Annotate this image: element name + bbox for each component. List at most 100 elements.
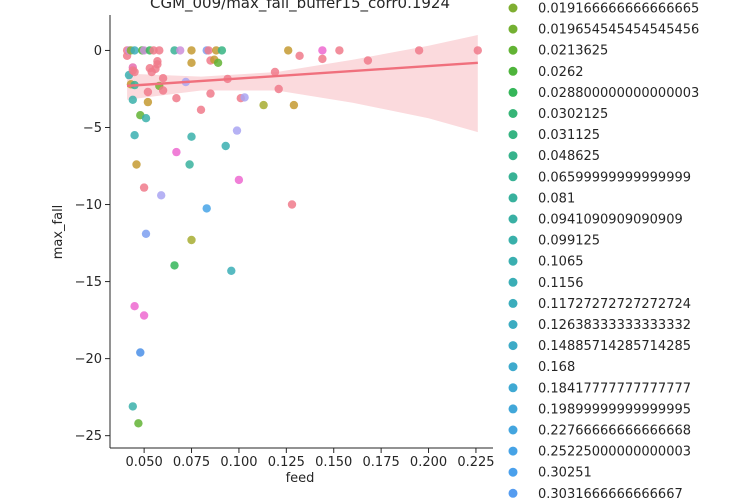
data-point: [289, 100, 299, 110]
legend-marker: [508, 425, 518, 435]
legend-label: 0.18417777777777777: [538, 381, 691, 396]
legend-label: 0.06599999999999999: [538, 170, 691, 185]
x-tick-label: 0.150: [315, 455, 352, 470]
legend-marker: [508, 298, 518, 308]
data-point: [172, 147, 181, 157]
legend-marker: [508, 109, 518, 118]
data-point: [134, 419, 143, 428]
data-point: [259, 100, 268, 110]
regression-line: [126, 61, 478, 88]
data-point: [158, 74, 168, 83]
y-tick-label: −15: [75, 275, 102, 290]
x-tick-label: 0.175: [363, 455, 400, 470]
legend-label: 0.0302125: [538, 107, 608, 122]
legend-marker: [508, 341, 518, 351]
y-tick-label: −10: [75, 198, 102, 213]
legend-marker: [508, 172, 518, 182]
legend-marker: [508, 3, 518, 13]
x-tick-label: 0.050: [126, 455, 163, 470]
legend-label: 0.11727272727272724: [538, 297, 691, 312]
legend-label: 0.19899999999999995: [538, 402, 691, 417]
data-point: [130, 67, 139, 77]
legend-marker: [508, 130, 518, 140]
legend-label: 0.019654545454545456: [538, 23, 699, 38]
legend-label: 0.0213625: [538, 44, 608, 59]
legend-label: 0.168: [538, 360, 575, 375]
y-tick-label: −5: [83, 121, 102, 136]
data-point: [202, 204, 211, 213]
x-tick-label: 0.125: [268, 455, 305, 470]
data-point: [295, 51, 304, 60]
data-point: [473, 46, 482, 55]
legend-marker: [508, 383, 518, 393]
regression-line-layer: [126, 61, 478, 88]
data-point: [274, 84, 283, 94]
data-point: [130, 46, 139, 55]
legend-label: 0.14885714285714285: [538, 339, 691, 354]
data-point: [270, 67, 280, 77]
data-point: [130, 131, 139, 140]
data-point: [284, 46, 293, 55]
chart-title: CGM_009/max_fall_buffer15_corr0.1924: [150, 0, 450, 13]
y-tick-label: −25: [75, 429, 102, 444]
y-tick-label: −20: [75, 352, 102, 367]
legend-label: 0.30251: [538, 466, 592, 481]
legend-label: 0.019166666666666665: [538, 2, 699, 17]
data-point: [196, 105, 206, 115]
data-point: [234, 175, 244, 185]
legend-label: 0.22766666666666668: [538, 424, 691, 439]
data-point: [141, 114, 151, 123]
data-point: [206, 89, 215, 98]
confidence-band-layer: [127, 35, 478, 133]
data-point: [232, 126, 242, 135]
data-point: [139, 183, 149, 192]
legend-label: 0.099125: [538, 234, 600, 249]
legend-marker: [508, 446, 518, 456]
legend-marker: [508, 193, 518, 203]
data-point: [335, 46, 344, 55]
legend-label: 0.028800000000000003: [538, 86, 699, 101]
data-point: [143, 97, 153, 107]
legend-marker: [508, 488, 518, 498]
axes-layer: 0.050 0.075 0.100 0.125 0.150 0.175 0.200 0.225…: [75, 15, 495, 470]
x-tick-label: 0.225: [457, 455, 494, 470]
data-point: [136, 348, 145, 357]
data-point: [287, 200, 297, 209]
data-point: [132, 160, 141, 169]
legend-marker: [508, 214, 518, 224]
legend-label: 0.3031666666666667: [538, 487, 683, 500]
x-tick-label: 0.075: [173, 455, 210, 470]
legend-marker: [508, 256, 518, 266]
legend-marker: [508, 467, 518, 477]
x-tick-label: 0.200: [410, 455, 447, 470]
legend-marker: [508, 151, 518, 161]
legend-marker: [508, 66, 518, 76]
legend-label: 0.1065: [538, 255, 584, 270]
data-point: [204, 46, 213, 55]
data-point: [155, 46, 164, 55]
legend-marker: [508, 362, 518, 372]
legend-marker: [508, 24, 518, 34]
data-point: [185, 160, 194, 169]
legend-marker: [508, 87, 518, 97]
legend-marker: [508, 45, 518, 55]
legend-label: 0.048625: [538, 149, 600, 164]
data-point: [363, 56, 373, 65]
legend-label: 0.1156: [538, 276, 584, 291]
legend-label: 0.0941090909090909: [538, 213, 683, 228]
data-point: [128, 95, 137, 105]
data-point: [240, 93, 249, 102]
data-point: [157, 191, 166, 200]
legend-label: 0.081: [538, 191, 575, 206]
data-point: [187, 58, 196, 67]
data-point: [213, 58, 223, 67]
data-point: [318, 46, 327, 55]
legend-marker: [508, 404, 518, 414]
legend-label: 0.031125: [538, 128, 600, 143]
data-point: [139, 311, 149, 320]
data-point: [217, 46, 227, 55]
x-tick-label: 0.100: [220, 455, 257, 470]
x-axis-label: feed: [286, 471, 315, 486]
legend-label: 0.0262: [538, 65, 584, 80]
